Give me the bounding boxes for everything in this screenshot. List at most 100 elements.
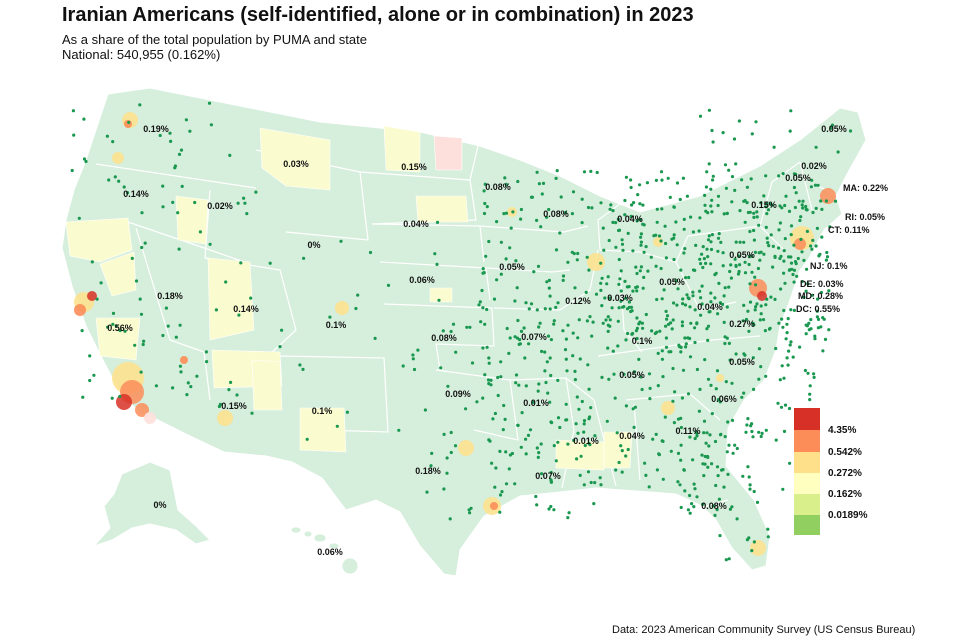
state-label-nc: 0.05% bbox=[729, 357, 755, 367]
puma-dot bbox=[88, 354, 92, 358]
puma-dot bbox=[495, 220, 499, 224]
puma-dot bbox=[599, 483, 603, 487]
puma-dot bbox=[804, 204, 808, 209]
puma-dot bbox=[752, 211, 756, 215]
puma-dot bbox=[208, 242, 212, 246]
puma-dot bbox=[764, 225, 768, 229]
puma-dot bbox=[702, 257, 707, 261]
puma-dot bbox=[691, 290, 695, 294]
puma-dot bbox=[794, 262, 798, 266]
puma-dot bbox=[741, 474, 745, 478]
puma-dot bbox=[655, 220, 659, 224]
puma-dot bbox=[621, 248, 625, 252]
puma-dot bbox=[591, 320, 595, 324]
puma-dot bbox=[587, 441, 591, 445]
puma-dot bbox=[789, 233, 793, 237]
puma-dot bbox=[825, 250, 829, 255]
puma-dot bbox=[237, 313, 241, 317]
puma-dot bbox=[675, 303, 679, 307]
puma-dot bbox=[629, 305, 634, 309]
puma-dot bbox=[672, 421, 677, 425]
puma-dot bbox=[706, 238, 711, 242]
legend-label-1: 0.542% bbox=[828, 447, 862, 458]
puma-dot bbox=[816, 183, 820, 187]
state-label-tn: 0.05% bbox=[619, 370, 645, 380]
puma-dot bbox=[535, 446, 539, 450]
puma-dot bbox=[498, 449, 502, 453]
puma-dot bbox=[764, 174, 768, 178]
puma-dot bbox=[243, 201, 247, 205]
puma-dot bbox=[743, 220, 747, 224]
puma-dot bbox=[481, 396, 485, 400]
puma-dot bbox=[819, 199, 823, 203]
puma-dot bbox=[578, 357, 582, 361]
puma-dot bbox=[661, 439, 665, 443]
puma-dot bbox=[582, 419, 587, 423]
puma-dot bbox=[723, 435, 727, 439]
puma-dot bbox=[782, 376, 786, 380]
puma-dot bbox=[556, 378, 560, 382]
puma-dot bbox=[70, 168, 74, 173]
puma-dot bbox=[158, 133, 162, 138]
puma-dot bbox=[641, 203, 645, 207]
puma-dot bbox=[706, 255, 710, 259]
puma-dot bbox=[204, 350, 208, 354]
us-mainland-shape bbox=[61, 87, 867, 577]
puma-dot bbox=[186, 381, 190, 385]
puma-dot bbox=[789, 308, 793, 312]
puma-dot bbox=[805, 229, 810, 233]
puma-dot bbox=[707, 234, 711, 238]
puma-dot bbox=[139, 312, 144, 316]
puma-dot bbox=[482, 189, 486, 193]
puma-dot bbox=[599, 261, 603, 265]
puma-dot bbox=[412, 367, 417, 372]
puma-dot bbox=[563, 348, 568, 352]
puma-dot bbox=[767, 327, 772, 331]
puma-dot bbox=[607, 238, 611, 243]
puma-dot bbox=[748, 229, 752, 234]
puma-dot bbox=[629, 185, 633, 190]
puma-dot bbox=[759, 434, 763, 439]
puma-dot bbox=[728, 358, 732, 362]
puma-dot bbox=[552, 322, 556, 326]
puma-dot bbox=[416, 348, 420, 352]
puma-dot bbox=[721, 131, 725, 135]
puma-dot bbox=[808, 392, 812, 396]
puma-dot bbox=[648, 397, 652, 401]
puma-dot bbox=[688, 305, 692, 309]
puma-dot bbox=[706, 465, 710, 469]
puma-dot bbox=[161, 333, 165, 338]
puma-dot bbox=[154, 384, 158, 388]
puma-dot bbox=[566, 260, 570, 264]
puma-dot bbox=[623, 279, 627, 283]
puma-dot bbox=[468, 511, 472, 515]
puma-dot bbox=[809, 185, 814, 189]
puma-dot bbox=[729, 263, 733, 267]
puma-dot bbox=[217, 404, 221, 409]
puma-dot bbox=[544, 380, 548, 385]
puma-dot bbox=[482, 271, 486, 275]
puma-dot bbox=[585, 255, 589, 259]
puma-dot bbox=[781, 172, 785, 176]
puma-dot bbox=[588, 315, 592, 319]
state-label-va: 0.27% bbox=[729, 319, 755, 329]
puma-dot bbox=[733, 443, 737, 447]
puma-dot bbox=[638, 202, 642, 206]
puma-dot bbox=[659, 239, 663, 243]
puma-dot bbox=[179, 370, 183, 374]
puma-dot bbox=[781, 487, 785, 491]
puma-dot bbox=[543, 307, 547, 311]
legend-swatch-3 bbox=[794, 473, 820, 494]
puma-dot bbox=[630, 203, 634, 207]
puma-dot bbox=[619, 289, 623, 293]
puma-dot bbox=[639, 232, 644, 236]
puma-dot bbox=[517, 383, 521, 387]
puma-dot bbox=[787, 255, 791, 259]
puma-dot bbox=[665, 314, 670, 318]
puma-dot bbox=[706, 377, 711, 381]
puma-dot bbox=[700, 453, 704, 457]
puma-dot bbox=[638, 218, 642, 222]
puma-dot bbox=[620, 242, 625, 246]
puma-dot bbox=[88, 378, 92, 383]
puma-dot bbox=[792, 268, 797, 272]
